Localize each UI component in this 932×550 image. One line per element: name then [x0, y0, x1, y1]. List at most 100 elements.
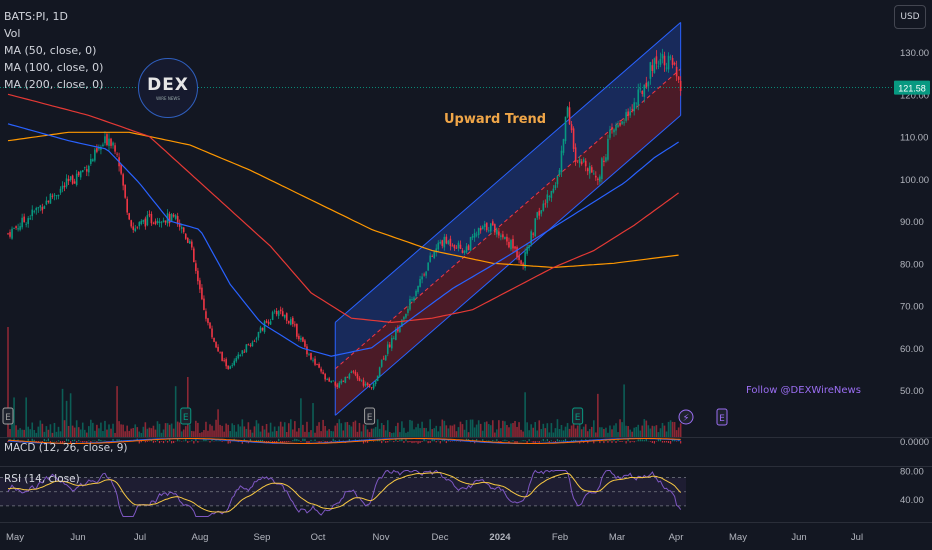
- candle: [556, 176, 559, 185]
- volume-bar: [641, 425, 644, 437]
- candle: [346, 376, 349, 378]
- volume-bar: [209, 424, 211, 437]
- volume-bar: [360, 431, 363, 437]
- volume-bar: [496, 429, 498, 437]
- volume-bar: [201, 432, 203, 437]
- candle: [243, 351, 246, 353]
- candle: [225, 359, 227, 367]
- volume-bar: [275, 431, 278, 437]
- volume-bar: [665, 431, 668, 437]
- volume-bar: [536, 430, 539, 437]
- candle: [403, 317, 405, 320]
- macd-histogram-bar: [225, 440, 227, 442]
- earnings-marker: E: [2, 407, 14, 425]
- macd-histogram-bar: [332, 438, 334, 442]
- candle: [548, 196, 551, 197]
- volume-bar: [225, 423, 227, 437]
- volume-bar: [655, 425, 658, 437]
- macd-histogram-bar: [671, 439, 674, 442]
- volume-bar: [73, 427, 76, 437]
- candle: [310, 353, 312, 360]
- candle: [534, 218, 537, 237]
- candle: [318, 364, 320, 368]
- candle: [593, 173, 595, 175]
- legend-vol[interactable]: Vol: [4, 27, 21, 40]
- macd-label[interactable]: MACD (12, 26, close, 9): [4, 442, 128, 454]
- macd-histogram-bar: [607, 441, 609, 443]
- candle: [136, 226, 139, 228]
- candle: [263, 321, 266, 332]
- candle: [637, 89, 640, 106]
- candle: [633, 102, 635, 112]
- price-tag-text: 121.58: [898, 84, 926, 94]
- volume-bar: [116, 386, 118, 437]
- volume-bar: [358, 422, 361, 437]
- volume-bar: [439, 426, 442, 437]
- volume-bar: [427, 431, 429, 437]
- candle: [279, 309, 282, 312]
- candle: [332, 380, 335, 382]
- volume-bar: [451, 425, 454, 437]
- volume-bar: [215, 419, 217, 437]
- volume-bar: [340, 423, 343, 437]
- future-earnings-badge: [716, 408, 728, 426]
- candle: [83, 167, 86, 169]
- volume-bar: [45, 426, 48, 437]
- macd-histogram-bar: [249, 438, 251, 442]
- rsi-label[interactable]: RSI (14, close): [4, 473, 80, 485]
- candle: [667, 55, 670, 70]
- macd-histogram-bar: [334, 440, 336, 442]
- volume-bar: [328, 429, 330, 437]
- volume-bar: [77, 427, 80, 437]
- candle: [269, 321, 272, 325]
- volume-bar: [118, 421, 120, 437]
- candle: [663, 55, 666, 66]
- candle: [675, 66, 678, 77]
- macd-histogram-bar: [205, 438, 207, 442]
- macd-histogram-bar: [70, 441, 72, 444]
- earnings-marker: E: [572, 407, 584, 425]
- candle: [271, 312, 274, 320]
- volume-bar: [104, 420, 106, 437]
- macd-histogram-bar: [158, 441, 161, 444]
- volume-bar: [530, 424, 532, 437]
- macd-histogram-bar: [611, 441, 613, 443]
- volume-bar: [532, 427, 534, 437]
- macd-histogram-bar: [61, 441, 64, 443]
- channel-upper-line: [334, 22, 681, 323]
- macd-histogram-bar: [385, 441, 387, 443]
- candle: [601, 158, 603, 180]
- volume-bar: [223, 431, 225, 437]
- legend-symbol[interactable]: BATS:PI, 1D: [4, 10, 68, 23]
- macd-histogram-bar: [667, 441, 670, 443]
- volume-bar: [122, 424, 124, 437]
- candle: [415, 290, 417, 297]
- legend-ma50[interactable]: MA (50, close, 0): [4, 44, 97, 57]
- macd-histogram-bar: [86, 441, 88, 443]
- volume-bar: [316, 425, 318, 437]
- time-tick-label: Apr: [669, 532, 684, 543]
- legend-ma200[interactable]: MA (200, close, 0): [4, 78, 104, 91]
- volume-bar: [481, 430, 484, 437]
- volume-bar: [29, 429, 32, 437]
- macd-histogram-bar: [187, 441, 189, 443]
- volume-bar: [292, 429, 294, 437]
- volume-bar: [469, 419, 472, 437]
- macd-histogram-bar: [641, 439, 643, 442]
- candle: [132, 226, 135, 230]
- volume-bar: [346, 421, 349, 437]
- candle: [617, 125, 619, 127]
- volume-bar: [132, 427, 135, 437]
- macd-histogram-bar: [429, 441, 431, 443]
- candle: [110, 138, 112, 146]
- volume-bar: [31, 422, 34, 437]
- macd-histogram-bar: [364, 441, 367, 443]
- volume-bar: [350, 426, 353, 437]
- legend-ma100[interactable]: MA (100, close, 0): [4, 61, 104, 74]
- macd-histogram-bar: [267, 441, 270, 442]
- macd-histogram-bar: [599, 441, 601, 444]
- candle: [334, 381, 337, 386]
- volume-bar: [338, 419, 341, 437]
- volume-bar: [231, 423, 234, 437]
- currency-button[interactable]: USD: [894, 5, 926, 29]
